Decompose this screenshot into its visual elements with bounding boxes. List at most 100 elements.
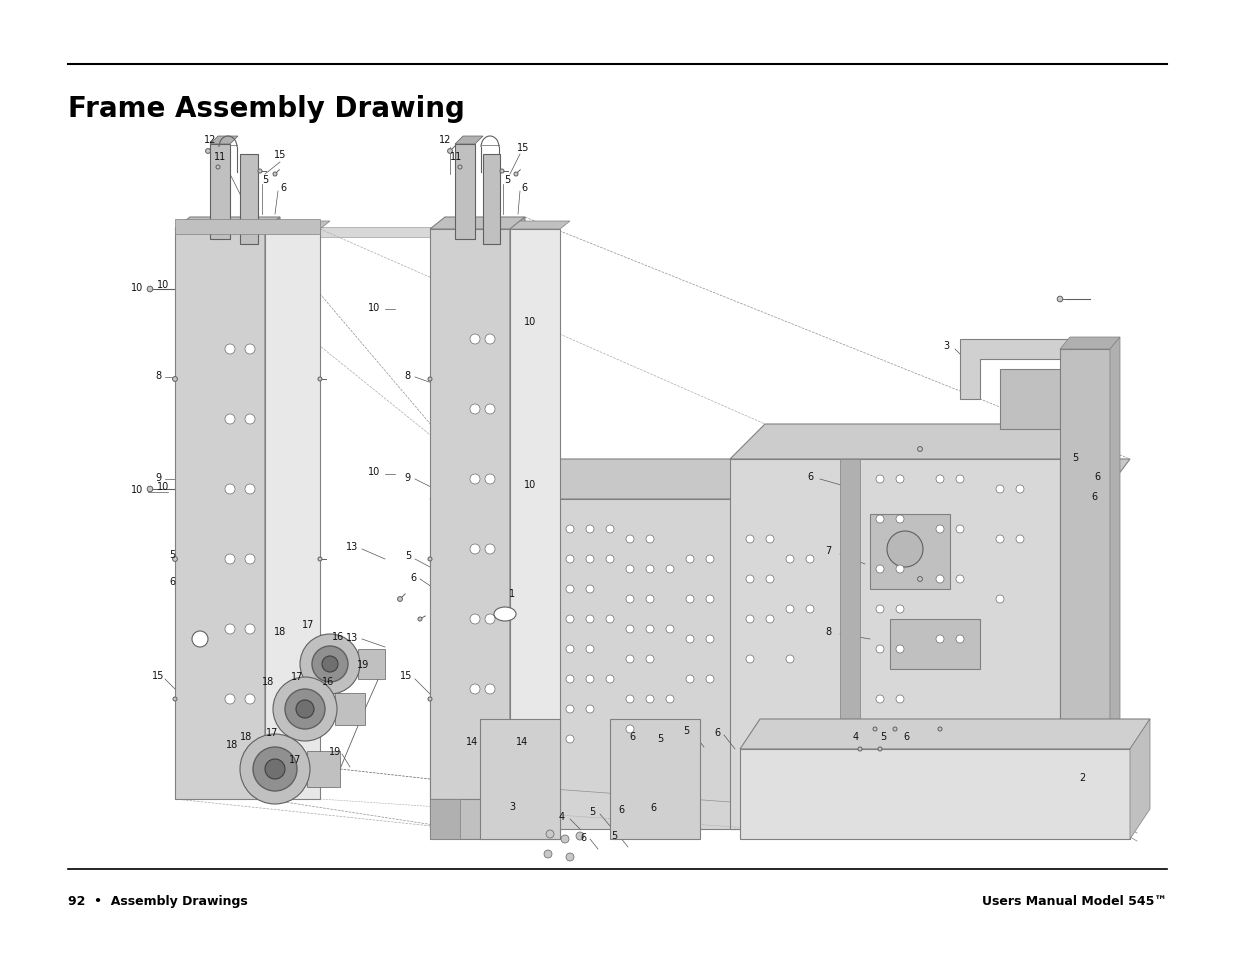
Text: 6: 6	[521, 183, 527, 193]
Circle shape	[685, 636, 694, 643]
Circle shape	[806, 605, 814, 614]
Circle shape	[646, 625, 655, 634]
Circle shape	[897, 565, 904, 574]
Circle shape	[566, 585, 574, 594]
Text: 8: 8	[404, 371, 410, 380]
Circle shape	[566, 525, 574, 534]
Circle shape	[897, 645, 904, 654]
Circle shape	[585, 676, 594, 683]
Circle shape	[666, 696, 674, 703]
Circle shape	[936, 636, 944, 643]
Circle shape	[585, 705, 594, 713]
Circle shape	[995, 596, 1004, 603]
Text: 5: 5	[657, 733, 663, 743]
Circle shape	[585, 616, 594, 623]
Polygon shape	[430, 800, 559, 840]
Circle shape	[606, 556, 614, 563]
Circle shape	[429, 698, 432, 701]
Text: 5: 5	[589, 806, 595, 816]
Circle shape	[806, 556, 814, 563]
Circle shape	[471, 544, 480, 555]
Text: 8: 8	[154, 371, 161, 380]
Circle shape	[566, 705, 574, 713]
Text: 17: 17	[289, 754, 301, 764]
Circle shape	[566, 616, 574, 623]
Circle shape	[766, 576, 774, 583]
Text: 17: 17	[290, 671, 303, 681]
Circle shape	[746, 576, 755, 583]
Circle shape	[858, 747, 862, 751]
Polygon shape	[740, 720, 1150, 749]
Circle shape	[191, 631, 207, 647]
Circle shape	[543, 850, 552, 858]
Circle shape	[995, 536, 1004, 543]
Circle shape	[876, 605, 884, 614]
Text: 15: 15	[400, 670, 412, 680]
Text: 5: 5	[611, 830, 618, 841]
Polygon shape	[510, 218, 525, 800]
Text: 5: 5	[405, 551, 411, 560]
Circle shape	[546, 830, 555, 838]
Polygon shape	[1110, 337, 1120, 749]
Circle shape	[626, 565, 634, 574]
Circle shape	[485, 475, 495, 484]
Text: 4: 4	[559, 811, 566, 821]
Circle shape	[245, 415, 254, 424]
Circle shape	[429, 377, 432, 381]
Circle shape	[253, 747, 296, 791]
Circle shape	[876, 565, 884, 574]
Circle shape	[876, 696, 884, 703]
Polygon shape	[430, 230, 510, 800]
Circle shape	[471, 615, 480, 624]
Circle shape	[258, 170, 262, 173]
Polygon shape	[480, 720, 559, 840]
Polygon shape	[308, 751, 340, 787]
Text: 15: 15	[516, 143, 529, 152]
Circle shape	[225, 695, 235, 704]
Circle shape	[566, 735, 574, 743]
Text: 8: 8	[825, 626, 831, 637]
Text: 6: 6	[629, 731, 635, 741]
Text: 6: 6	[903, 731, 909, 741]
Circle shape	[956, 636, 965, 643]
Text: 6: 6	[280, 183, 287, 193]
Text: 15: 15	[152, 670, 164, 680]
Circle shape	[893, 727, 897, 731]
Text: 18: 18	[274, 626, 287, 637]
Text: 10: 10	[157, 280, 169, 290]
Circle shape	[514, 172, 517, 177]
Circle shape	[936, 576, 944, 583]
Circle shape	[225, 555, 235, 564]
Text: 6: 6	[650, 802, 656, 812]
Circle shape	[317, 698, 322, 701]
Circle shape	[225, 415, 235, 424]
Text: 16: 16	[322, 677, 335, 686]
Circle shape	[561, 835, 569, 843]
Circle shape	[887, 532, 923, 567]
Polygon shape	[175, 230, 266, 800]
Circle shape	[685, 556, 694, 563]
Text: 16: 16	[332, 631, 345, 641]
Circle shape	[956, 476, 965, 483]
Circle shape	[317, 377, 322, 381]
Circle shape	[285, 689, 325, 729]
Text: 18: 18	[240, 731, 252, 741]
Text: 13: 13	[346, 633, 358, 642]
Circle shape	[471, 335, 480, 345]
Circle shape	[606, 616, 614, 623]
Circle shape	[173, 698, 177, 701]
Circle shape	[873, 727, 877, 731]
Circle shape	[646, 656, 655, 663]
Circle shape	[485, 544, 495, 555]
Polygon shape	[510, 230, 559, 800]
Circle shape	[936, 525, 944, 534]
Polygon shape	[266, 230, 320, 800]
Text: 10: 10	[368, 303, 380, 313]
Polygon shape	[730, 459, 1060, 829]
Circle shape	[646, 565, 655, 574]
Circle shape	[429, 558, 432, 561]
Circle shape	[766, 536, 774, 543]
Circle shape	[626, 596, 634, 603]
Circle shape	[500, 170, 504, 173]
Text: 6: 6	[806, 472, 813, 481]
